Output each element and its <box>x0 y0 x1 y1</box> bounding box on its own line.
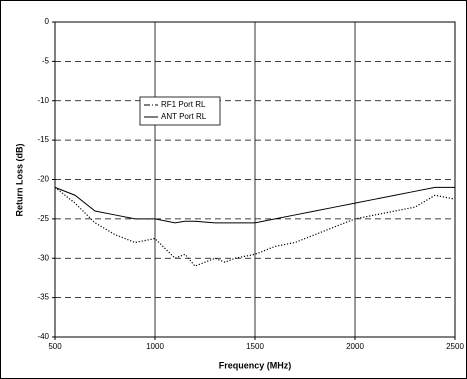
legend-box <box>139 96 221 126</box>
y-tick-label: -5 <box>42 56 50 65</box>
y-tick-label: 0 <box>45 17 50 26</box>
x-tick-label: 2000 <box>346 342 364 351</box>
x-tick-label: 500 <box>48 342 62 351</box>
series-line <box>54 186 456 267</box>
y-axis-title: Return Loss (dB) <box>14 143 24 216</box>
series-line <box>54 186 455 224</box>
legend-label: RF1 Port RL <box>161 100 206 109</box>
legend-label: ANT Port RL <box>161 112 207 121</box>
y-tick-label: -40 <box>37 332 49 341</box>
y-tick-label: -20 <box>37 175 49 184</box>
x-tick-label: 2500 <box>446 342 464 351</box>
x-axis-title: Frequency (MHz) <box>219 360 292 370</box>
y-tick-label: -25 <box>37 214 49 223</box>
y-tick-label: -10 <box>37 96 49 105</box>
y-tick-label: -35 <box>37 293 49 302</box>
x-tick-label: 1500 <box>246 342 264 351</box>
x-tick-label: 1000 <box>146 342 164 351</box>
y-tick-label: -30 <box>37 253 49 262</box>
y-tick-label: -15 <box>37 135 49 144</box>
